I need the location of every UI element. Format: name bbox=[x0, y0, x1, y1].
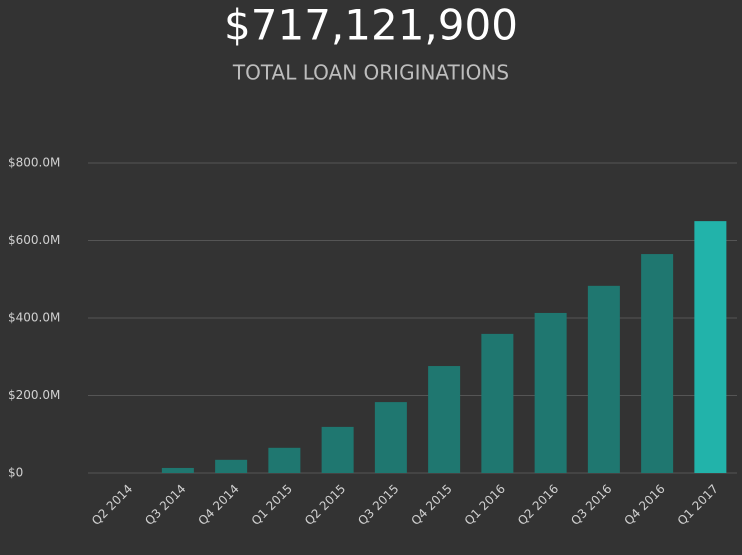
bar bbox=[694, 221, 727, 473]
x-tick-label: Q3 2015 bbox=[355, 482, 401, 528]
bar bbox=[641, 254, 674, 473]
bar bbox=[374, 402, 407, 473]
bar bbox=[268, 447, 301, 473]
x-tick-label: Q2 2014 bbox=[89, 482, 135, 528]
x-tick-label: Q4 2016 bbox=[621, 482, 667, 528]
chart-title: $717,121,900 bbox=[224, 1, 518, 50]
bar bbox=[215, 459, 248, 473]
y-tick-label: $200.0M bbox=[8, 388, 60, 402]
bar bbox=[321, 426, 354, 473]
x-tick-label: Q4 2014 bbox=[195, 482, 241, 528]
bar bbox=[161, 467, 194, 473]
y-tick-label: $600.0M bbox=[8, 233, 60, 247]
x-tick-label: Q2 2016 bbox=[515, 482, 561, 528]
y-tick-label: $800.0M bbox=[8, 156, 60, 170]
bar bbox=[587, 285, 620, 473]
bar bbox=[428, 366, 461, 473]
x-tick-label: Q1 2015 bbox=[249, 482, 295, 528]
y-tick-label: $400.0M bbox=[8, 311, 60, 325]
chart-subtitle: TOTAL LOAN ORIGINATIONS bbox=[232, 61, 509, 85]
bar bbox=[534, 312, 567, 473]
x-tick-label: Q3 2014 bbox=[142, 482, 188, 528]
x-tick-label: Q4 2015 bbox=[408, 482, 454, 528]
y-tick-label: $0 bbox=[8, 466, 23, 480]
x-tick-label: Q1 2017 bbox=[675, 482, 721, 528]
x-tick-label: Q3 2016 bbox=[568, 482, 614, 528]
x-tick-label: Q2 2015 bbox=[302, 482, 348, 528]
bar bbox=[481, 333, 514, 473]
x-tick-label: Q1 2016 bbox=[462, 482, 508, 528]
